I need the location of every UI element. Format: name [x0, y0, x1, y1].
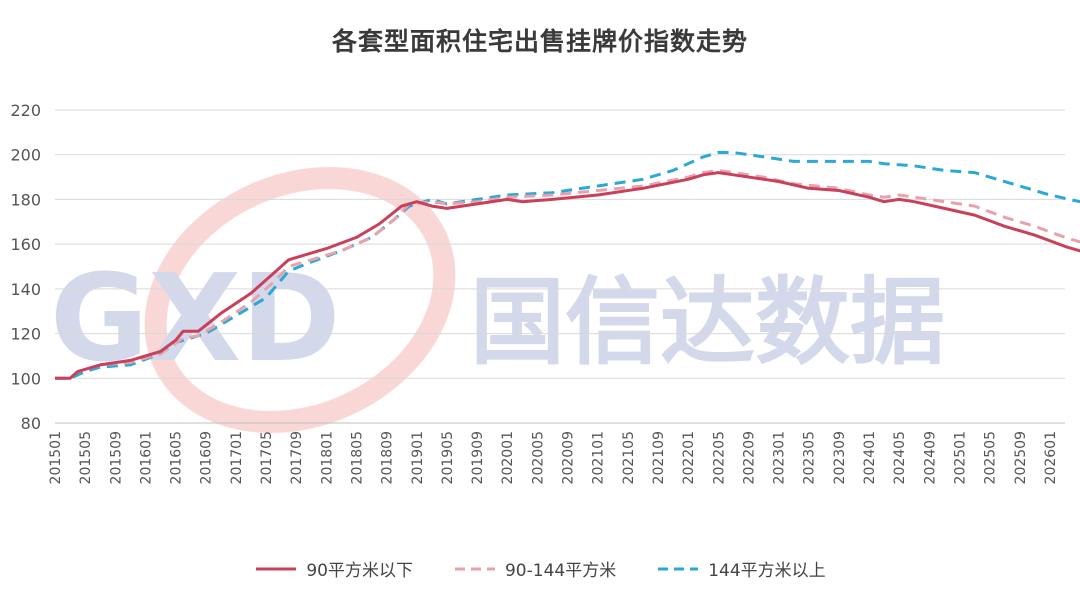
legend: 90平方米以下 90-144平方米 144平方米以上	[0, 556, 1080, 581]
x-tick-label: 201605	[169, 431, 185, 484]
x-tick-label: 201809	[380, 431, 396, 484]
x-tick-label: 202405	[892, 431, 908, 484]
watermark: GXD 国信达数据	[50, 167, 945, 433]
y-tick-label: 160	[10, 235, 41, 254]
x-tick-label: 201709	[289, 431, 305, 484]
x-tick-label: 202105	[621, 431, 637, 484]
x-tick-label: 202205	[711, 431, 727, 484]
x-tick-label: 202201	[681, 431, 697, 484]
series-lines	[55, 151, 1080, 380]
x-tick-label: 201905	[440, 431, 456, 484]
y-axis: 80 100 120 140 160 180 200 220	[10, 101, 41, 433]
legend-label: 90-144平方米	[504, 561, 617, 581]
x-tick-label: 202305	[802, 431, 818, 484]
legend-label: 90平方米以下	[306, 561, 413, 581]
x-tick-label: 202401	[862, 431, 878, 484]
x-tick-label: 201501	[48, 431, 64, 484]
watermark-swoosh	[144, 167, 456, 433]
x-tick-label: 202009	[561, 431, 577, 484]
x-tick-label: 201505	[78, 431, 94, 484]
x-tick-label: 201901	[410, 431, 426, 484]
x-tick-label: 201701	[229, 431, 245, 484]
x-tick-label: 202601	[1043, 431, 1059, 484]
x-tick-label: 201801	[319, 431, 335, 484]
x-tick-label: 202209	[741, 431, 757, 484]
series-line-0	[55, 171, 1080, 380]
x-tick-label: 201509	[108, 431, 124, 484]
x-tick-label: 202501	[952, 431, 968, 484]
line-chart: GXD 国信达数据 80 100 120 140 160 180 200 220 201501…	[10, 101, 1080, 484]
x-tick-label: 202109	[651, 431, 667, 484]
x-tick-label: 201601	[138, 431, 154, 484]
legend-item-under-90: 90平方米以下	[254, 556, 413, 581]
series-line-2	[55, 151, 1080, 380]
x-tick-label: 202301	[772, 431, 788, 484]
y-tick-label: 180	[10, 190, 41, 209]
legend-label: 144平方米以上	[708, 561, 826, 581]
chart-title: 各套型面积住宅出售挂牌价指数走势	[331, 27, 748, 56]
x-tick-label: 201805	[349, 431, 365, 484]
x-tick-label: 202409	[922, 431, 938, 484]
x-tick-label: 201609	[199, 431, 215, 484]
y-tick-label: 140	[10, 280, 41, 299]
x-tick-label: 202101	[591, 431, 607, 484]
y-tick-label: 80	[21, 414, 41, 433]
legend-item-over-144: 144平方米以上	[656, 556, 826, 581]
x-tick-label: 201705	[259, 431, 275, 484]
x-tick-label: 202001	[500, 431, 516, 484]
x-tick-label: 202509	[1013, 431, 1029, 484]
legend-item-90-144: 90-144平方米	[453, 556, 616, 581]
x-axis: 201501 201505 201509 201601 201605 201609 2017…	[48, 431, 1059, 484]
y-tick-label: 120	[10, 325, 41, 344]
x-tick-label: 202505	[983, 431, 999, 484]
watermark-chinese: 国信达数据	[470, 268, 945, 378]
x-tick-label: 201909	[470, 431, 486, 484]
y-tick-label: 200	[10, 146, 41, 165]
x-tick-label: 202309	[832, 431, 848, 484]
y-tick-label: 220	[10, 101, 41, 120]
x-tick-label: 202005	[530, 431, 546, 484]
y-tick-label: 100	[10, 369, 41, 388]
series-line-1	[55, 168, 1080, 380]
